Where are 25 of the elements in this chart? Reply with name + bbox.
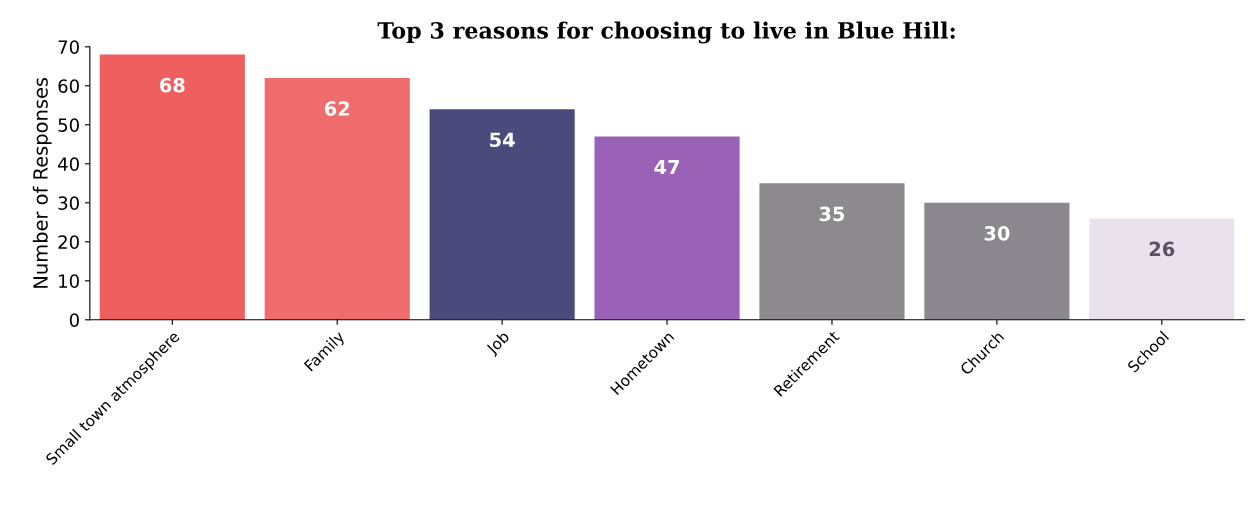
bar: [594, 136, 740, 320]
bar: [99, 54, 245, 320]
y-tick-label: 50: [58, 118, 79, 132]
data-label: 54: [490, 132, 515, 148]
y-tick-label: 20: [58, 235, 79, 249]
data-label: 35: [819, 206, 845, 222]
data-label: 47: [654, 159, 680, 175]
data-label: 30: [984, 225, 1010, 241]
y-tick-label: 40: [58, 157, 79, 171]
bar: [264, 78, 410, 320]
chart-title: Top 3 reasons for choosing to live in Blue Hill:: [377, 21, 955, 44]
y-tick-label: 60: [58, 79, 79, 93]
bar: [759, 183, 905, 320]
data-label: 26: [1149, 241, 1175, 257]
bar: [924, 202, 1070, 320]
bar: [1089, 218, 1235, 320]
x-tick-label: Job: [484, 330, 512, 358]
y-axis-title: Number of Responses: [32, 77, 52, 288]
data-label: 68: [159, 77, 185, 93]
y-tick-label: 30: [58, 196, 79, 210]
y-tick-label: 70: [58, 40, 79, 54]
y-tick-label: 0: [69, 313, 79, 327]
data-label: 62: [324, 101, 350, 116]
bar: [429, 109, 575, 320]
y-tick-label: 10: [59, 274, 79, 288]
